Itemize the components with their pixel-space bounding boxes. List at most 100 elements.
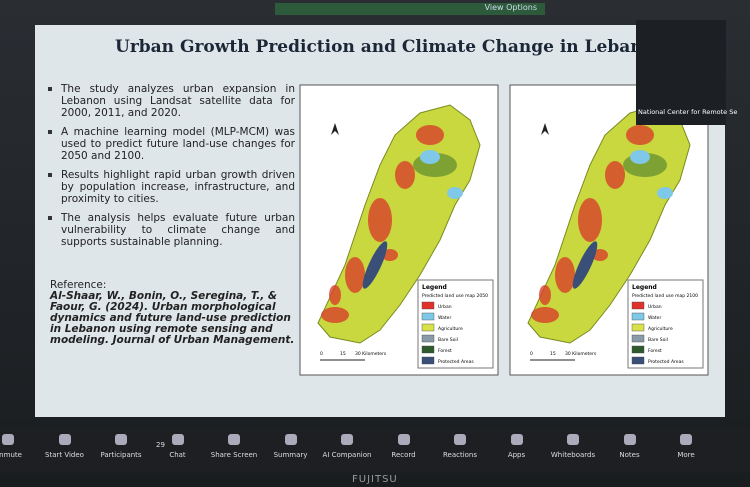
urban-area (368, 198, 392, 242)
legend-label: Forest (438, 348, 452, 354)
toolbar-button[interactable]: AI Companion (317, 428, 377, 459)
toolbar-label: Unmute (0, 451, 22, 459)
reference: Reference: Al-Shaar, W., Bonin, O., Sere… (50, 280, 295, 346)
toolbar-button[interactable]: Record (374, 428, 434, 459)
toolbar-icon (623, 434, 636, 445)
slide: Urban Growth Prediction and Climate Chan… (35, 25, 725, 417)
scale-label: 0 (530, 351, 533, 357)
scale-label: 15 (550, 351, 556, 357)
toolbar-icon (341, 434, 353, 445)
legend-label: Forest (648, 348, 662, 354)
urban-area (416, 125, 444, 145)
urban-area (321, 307, 349, 323)
legend-label: Protected Areas (648, 359, 684, 365)
monitor-brand: FUJITSU (352, 474, 398, 485)
toolbar-button[interactable]: Chat (148, 428, 208, 459)
legend-swatch (421, 312, 435, 321)
toolbar-icon (510, 434, 523, 445)
north-arrow (541, 123, 549, 135)
view-options-banner[interactable]: View Options (275, 3, 545, 15)
legend-label: Water (648, 315, 661, 321)
toolbar-label: Whiteboards (550, 451, 596, 459)
legend-swatch (631, 312, 645, 321)
lake (362, 241, 388, 289)
legend-label: Urban (438, 304, 452, 310)
toolbar-label: Start Video (45, 451, 84, 459)
toolbar-button[interactable]: Apps (487, 428, 547, 459)
legend-label: Bare Soil (648, 337, 668, 343)
toolbar-icon (454, 434, 466, 445)
scale-label: 30 Kilometers (565, 351, 597, 357)
legend-subtitle: Predicted land use map 2050 (422, 293, 488, 299)
bullet: Results highlight rapid urban growth dri… (45, 169, 295, 205)
toolbar-label: Participants (100, 451, 142, 459)
toolbar-label: AI Companion (322, 451, 372, 459)
toolbar-button[interactable]: Notes (600, 428, 660, 459)
toolbar-button[interactable]: Reactions (430, 428, 490, 459)
north-arrow (331, 123, 339, 135)
legend-swatch (631, 345, 645, 354)
legend-swatch (421, 334, 435, 343)
water (630, 150, 650, 164)
legend-swatch (421, 301, 435, 310)
water (447, 187, 463, 199)
maps: Legend Predicted land use map 2050 Urban Wa… (299, 84, 709, 376)
urban-area (555, 257, 575, 293)
toolbar-icon (680, 434, 692, 445)
bullet: The study analyzes urban expansion in Le… (45, 83, 295, 119)
slide-title: Urban Growth Prediction and Climate Chan… (115, 37, 667, 57)
toolbar-label: Apps (507, 451, 526, 459)
toolbar-button[interactable]: Participants (91, 428, 151, 459)
legend-label: Urban (648, 304, 662, 310)
legend-swatch (631, 301, 645, 310)
toolbar-icon (567, 434, 579, 445)
urban-area (531, 307, 559, 323)
toolbar-label: Chat (169, 451, 186, 459)
toolbar-icon (58, 434, 71, 445)
scale-label: 0 (320, 351, 323, 357)
water (420, 150, 440, 164)
toolbar-button[interactable]: Share Screen (204, 428, 264, 459)
scale-label: 15 (340, 351, 346, 357)
toolbar-icon (397, 434, 410, 445)
toolbar-icon (2, 434, 14, 445)
meeting-toolbar: Unmute Start Video Participants Chat Share S… (0, 428, 750, 472)
toolbar-label: Reactions (442, 451, 478, 459)
toolbar-label: Notes (619, 451, 640, 459)
legend-title: Legend (632, 284, 657, 291)
toolbar-button[interactable]: More (656, 428, 716, 459)
scale-label: 30 Kilometers (355, 351, 387, 357)
toolbar-button[interactable]: Whiteboards (543, 428, 603, 459)
toolbar-label: Share Screen (210, 451, 258, 459)
legend-swatch (421, 323, 435, 332)
legend-subtitle: Predicted land use map 2100 (632, 293, 698, 299)
participant-count: 29 (156, 441, 165, 449)
urban-area (395, 161, 415, 189)
urban-area (605, 161, 625, 189)
water (657, 187, 673, 199)
bullet: The analysis helps evaluate future urban… (45, 212, 295, 248)
legend-label: Water (438, 315, 451, 321)
legend-swatch (631, 356, 645, 365)
toolbar-icon (115, 434, 127, 445)
toolbar-button[interactable]: Start Video (35, 428, 95, 459)
legend-swatch (421, 356, 435, 365)
lake (572, 241, 598, 289)
legend-swatch (631, 323, 645, 332)
reference-label: Reference: (50, 279, 107, 291)
toolbar-button[interactable]: Summary (261, 428, 321, 459)
toolbar-icon (228, 434, 240, 445)
urban-area (626, 125, 654, 145)
self-video-tile[interactable]: National Center for Remote Se (636, 20, 737, 125)
toolbar-label: Summary (273, 451, 308, 459)
legend-swatch (631, 334, 645, 343)
toolbar-icon (171, 434, 184, 445)
legend-swatch (421, 345, 435, 354)
bullet: A machine learning model (MLP-MCM) was u… (45, 126, 295, 162)
toolbar-button[interactable]: Unmute (0, 428, 38, 459)
legend-label: Bare Soil (438, 337, 458, 343)
reference-text: Al-Shaar, W., Bonin, O., Seregina, T., &… (50, 290, 295, 346)
legend-label: Agriculture (438, 326, 463, 332)
toolbar-label: More (677, 451, 695, 459)
